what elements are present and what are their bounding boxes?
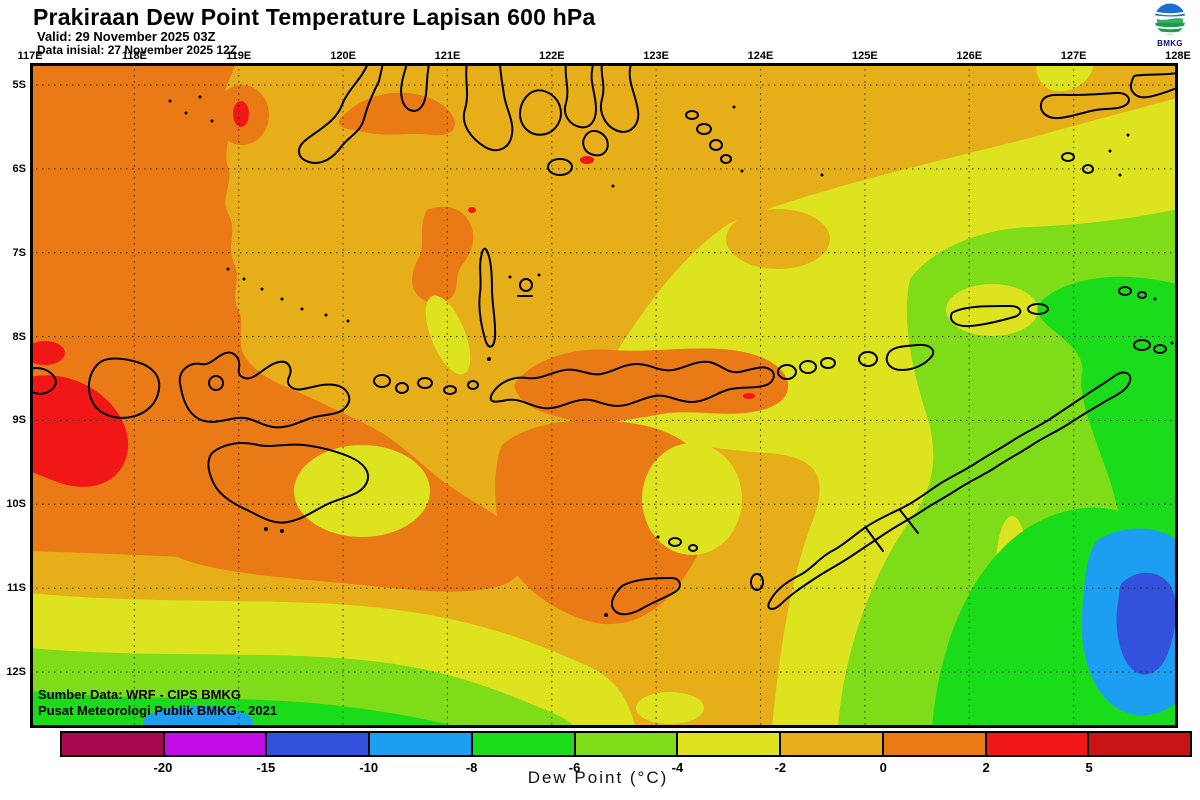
y-axis-label: 6S bbox=[12, 162, 26, 175]
y-axis-label: 8S bbox=[12, 330, 26, 343]
colorbar-segment bbox=[779, 733, 882, 755]
publisher-credit: Pusat Meteorologi Publik BMKG - 2021 bbox=[38, 703, 278, 718]
y-axis-label: 9S bbox=[12, 414, 26, 427]
x-axis-label: 120E bbox=[330, 50, 356, 62]
bmkg-logo-text: BMKG bbox=[1157, 39, 1183, 48]
map-canvas bbox=[30, 63, 1178, 728]
colorbar-tick-label: -6 bbox=[568, 760, 581, 775]
y-axis-label: 12S bbox=[6, 665, 26, 678]
islet-dots bbox=[168, 95, 1174, 617]
colorbar-tick-label: -8 bbox=[465, 760, 478, 775]
x-axis-label: 117E bbox=[17, 50, 43, 62]
colorbar-segment bbox=[1087, 733, 1191, 755]
y-axis-label: 11S bbox=[7, 582, 26, 595]
colorbar-tick-label: 2 bbox=[982, 760, 990, 775]
bmkg-logo-icon bbox=[1154, 3, 1186, 35]
colorbar-tick-label: 5 bbox=[1085, 760, 1093, 775]
colorbar-segment bbox=[368, 733, 471, 755]
colorbar-title: Dew Point (°C) bbox=[527, 768, 669, 787]
colorbar-tick-label: -20 bbox=[153, 760, 173, 775]
contour-fills bbox=[30, 63, 1178, 728]
colorbar-tick-label: -10 bbox=[359, 760, 379, 775]
colorbar-segment bbox=[162, 733, 266, 755]
y-axis-label: 10S bbox=[6, 498, 26, 511]
x-axis-label: 126E bbox=[956, 50, 983, 62]
colorbar-tick-label: -2 bbox=[774, 760, 787, 775]
valid-time-label: Valid: 29 November 2025 03Z bbox=[37, 29, 216, 44]
x-axis-label: 128E bbox=[1165, 50, 1191, 62]
colorbar-segment bbox=[62, 733, 163, 755]
colorbar-segment bbox=[881, 733, 985, 755]
x-axis-label: 122E bbox=[538, 50, 565, 62]
colorbar-segment bbox=[470, 733, 574, 755]
colorbar-segment bbox=[676, 733, 780, 755]
x-axis-label: 127E bbox=[1060, 50, 1087, 62]
x-axis-label: 125E bbox=[852, 50, 878, 62]
x-axis-label: 123E bbox=[643, 50, 670, 62]
colorbar-segment bbox=[265, 733, 369, 755]
colorbar-tick-label: -4 bbox=[671, 760, 684, 775]
x-axis-label: 118E bbox=[121, 50, 147, 62]
coastlines bbox=[30, 63, 1178, 617]
x-axis-label: 121E bbox=[434, 50, 461, 62]
page-title: Prakiraan Dew Point Temperature Lapisan … bbox=[33, 4, 596, 30]
colorbar-segment bbox=[984, 733, 1088, 755]
map-frame bbox=[30, 63, 1178, 728]
data-source-credit: Sumber Data: WRF - CIPS BMKG bbox=[38, 687, 241, 702]
colorbar-tick-label: -15 bbox=[256, 760, 276, 775]
bmkg-logo: BMKG bbox=[1150, 2, 1190, 48]
init-time-label: Data inisial: 27 November 2025 12Z bbox=[37, 43, 238, 57]
colorbar-segment bbox=[573, 733, 677, 755]
map-area: Sumber Data: WRF - CIPS BMKG Pusat Meteo… bbox=[30, 63, 1178, 728]
y-axis-label: 5S bbox=[12, 79, 26, 91]
y-axis-label: 7S bbox=[12, 246, 26, 259]
x-axis-label: 119E bbox=[226, 50, 252, 62]
x-axis-label: 124E bbox=[747, 50, 774, 62]
colorbar bbox=[60, 731, 1192, 757]
colorbar-tick-label: 0 bbox=[879, 760, 887, 775]
